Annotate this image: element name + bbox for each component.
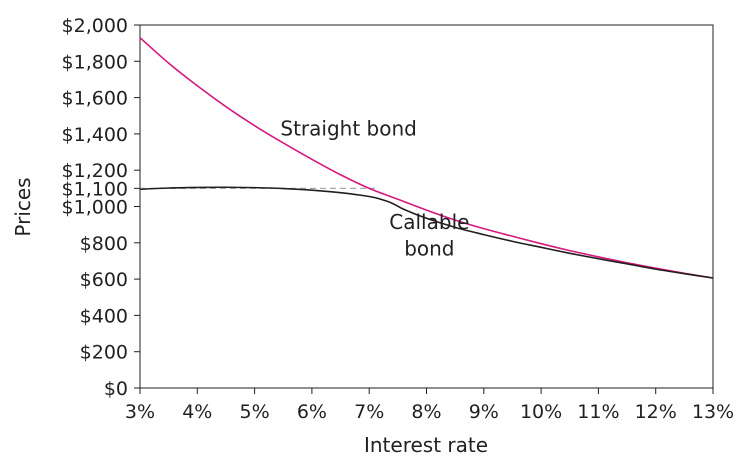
series-line-straight-bond [139,37,714,279]
x-tick-label: 7% [354,401,384,423]
x-tick-label: 3% [125,401,155,423]
y-tick-label: $1,200 [62,160,128,182]
x-tick-label: 13% [692,401,734,423]
x-tick-label: 6% [297,401,327,423]
annotation-label: Straight bond [280,117,416,141]
y-tick-label: $1,600 [62,88,128,110]
y-tick-label: $0 [104,378,128,400]
y-tick-label: $1,100 [62,178,128,200]
x-tick-label: 5% [240,401,270,423]
series-line-callable-bond [139,186,714,279]
y-tick-label: $2,000 [62,15,128,37]
y-tick-label: $600 [80,269,128,291]
x-tick-label: 10% [520,401,562,423]
annotation-label: bond [404,237,454,261]
y-tick-label: $200 [80,342,128,364]
y-tick-label: $800 [80,233,128,255]
series-lines [139,37,714,279]
y-tick-labels: $0 $200 $400 $600 $800 $1,000$1,100$1,200 $1,4… [62,15,128,400]
x-tick-label: 11% [577,401,619,423]
x-tick-label: 12% [635,401,677,423]
annotation-label: Callable [389,210,469,234]
axes [134,24,714,394]
y-tick-label: $400 [80,305,128,327]
x-tick-label: 4% [182,401,212,423]
y-tick-label: $1,800 [62,51,128,73]
x-tick-label: 9% [469,401,499,423]
y-tick-label: $1,000 [62,197,128,219]
plot-frame [139,24,714,389]
x-tick-labels: 3% 4% 5% 6% 7% 8% 9% 10% 11% 12% 13% [125,401,734,423]
x-tick-label: 8% [411,401,441,423]
y-axis-title: Prices [11,177,35,236]
annotations: Straight bond Callable bond [280,117,469,261]
y-tick-label: $1,400 [62,124,128,146]
x-axis-title: Interest rate [364,433,488,457]
